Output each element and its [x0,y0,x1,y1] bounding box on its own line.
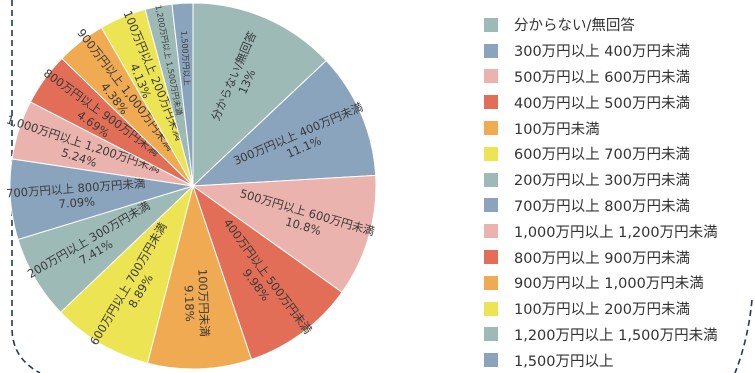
legend-item[interactable]: 1,200万円以上 1,500万円未満 [484,322,718,348]
pie-slice [59,184,194,364]
slice-label: 1,500万円以上 [179,30,191,85]
legend-label: 500万円以上 600万円未満 [514,69,690,86]
pie-slice [192,184,343,361]
legend-item[interactable]: 分からない/無回答 [484,12,718,38]
legend-label: 700万円以上 800万円未満 [514,198,690,215]
slice-category-label: 1,500万円以上 [179,30,191,85]
pie-slice [191,59,377,187]
pie-slice [171,2,194,187]
legend-swatch [484,301,498,316]
legend-swatch [484,146,498,161]
legend-item[interactable]: 300万円以上 400万円未満 [484,38,718,64]
legend-label: 200万円以上 300万円未満 [514,173,690,190]
legend-swatch [484,327,498,342]
legend-item[interactable]: 1,000万円以上 1,200万円未満 [484,218,718,244]
legend-swatch [484,353,498,368]
legend-swatch [484,198,498,213]
legend-item[interactable]: 100万円以上 200万円未満 [484,296,718,322]
legend-item[interactable]: 500万円以上 600万円未満 [484,64,718,90]
legend-item[interactable]: 900万円以上 1,000万円未満 [484,270,718,296]
legend-swatch [484,95,498,110]
pie-slice [146,184,253,370]
legend-swatch [484,121,498,136]
legend-item[interactable]: 1,500万円以上 [484,347,718,373]
slice-category-label: 100万円未満 [195,269,211,337]
legend-label: 300万円以上 400万円未満 [514,44,690,61]
legend-label: 100万円以上 200万円未満 [514,302,690,319]
legend-label: 600万円以上 700万円未満 [514,147,690,164]
legend-swatch [484,69,498,84]
legend-label: 100万円未満 [514,121,600,138]
legend-label: 1,000万円以上 1,200万円未満 [514,224,718,241]
legend-label: 400万円以上 500万円未満 [514,95,690,112]
legend-label: 分からない/無回答 [514,18,635,35]
legend-item[interactable]: 100万円未満 [484,115,718,141]
legend-label: 1,500万円以上 [514,353,614,370]
legend-item[interactable]: 600万円以上 700万円未満 [484,141,718,167]
slice-value-label: 9.18% [182,285,197,322]
legend-swatch [484,43,498,58]
legend: 分からない/無回答 300万円以上 400万円未満 500万円以上 600万円未満 4… [484,12,718,373]
legend-label: 900万円以上 1,000万円未満 [514,276,704,293]
legend-swatch [484,275,498,290]
pie-slice [191,174,377,293]
legend-swatch [484,17,498,32]
legend-item[interactable]: 700万円以上 800万円未満 [484,193,718,219]
legend-swatch [484,250,498,265]
pie-slice [192,2,327,188]
legend-swatch [484,224,498,239]
legend-item[interactable]: 800万円以上 900万円未満 [484,244,718,270]
slice-value-label: 7.09% [58,194,96,211]
legend-label: 800万円以上 900万円未満 [514,250,690,267]
legend-swatch [484,172,498,187]
legend-item[interactable]: 200万円以上 300万円未満 [484,167,718,193]
legend-label: 1,200万円以上 1,500万円未満 [514,327,718,344]
legend-item[interactable]: 400万円以上 500万円未満 [484,89,718,115]
